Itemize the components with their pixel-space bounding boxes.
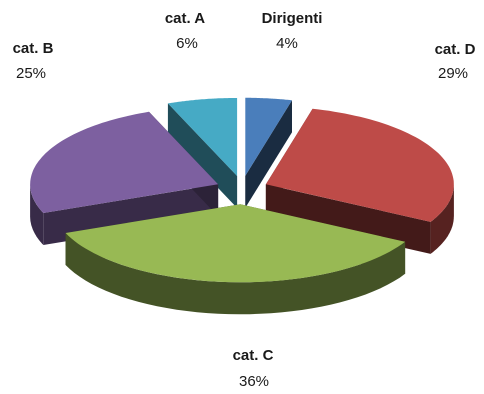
pie-slice-wall [65,233,406,315]
label-cat-d-percent: 29% [438,65,468,82]
pie-slice-cat-d [265,108,454,254]
label-cat-c-percent: 36% [239,373,269,390]
pie-slices [30,97,454,315]
pie-slice-wall [30,184,44,245]
pie-slice-top [65,204,406,283]
pie-slice-wall [430,184,454,254]
pie-labels: Dirigenti 4% cat. D 29% cat. C 36% cat. … [13,10,476,390]
label-dirigenti-name: Dirigenti [262,10,323,27]
pie-slice-side [245,100,293,208]
label-cat-a-name: cat. A [165,10,205,27]
pie-slice-side [265,184,431,254]
pie-slice-cat-c [65,204,406,315]
pie-slice-top [245,97,292,176]
label-cat-b-name: cat. B [13,40,54,57]
label-cat-c-name: cat. C [233,347,274,364]
pie-slice-top [265,108,454,222]
label-cat-b-percent: 25% [16,65,46,82]
pie-slice-cat-a [167,98,238,208]
label-dirigenti-percent: 4% [276,35,298,52]
pie-slice-top [30,111,219,213]
label-cat-d-name: cat. D [435,41,476,58]
pie-slice-dirigenti [245,97,293,208]
pie-slice-top [167,98,238,176]
pie-slice-side [167,103,238,208]
label-cat-a-percent: 6% [176,35,198,52]
